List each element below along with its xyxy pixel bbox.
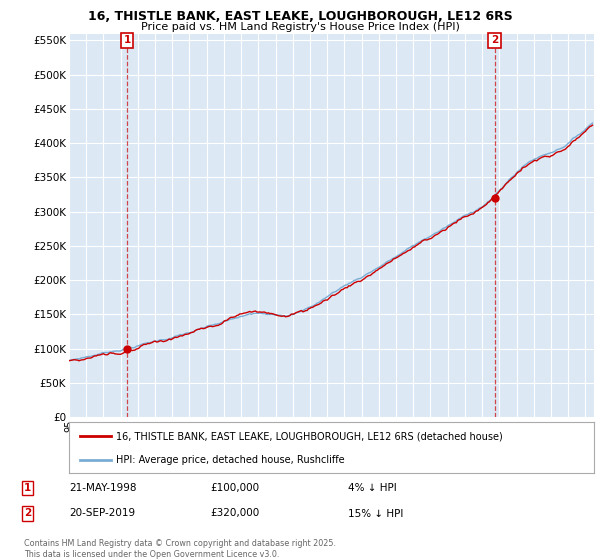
Text: HPI: Average price, detached house, Rushcliffe: HPI: Average price, detached house, Rush… xyxy=(116,455,345,465)
Text: 1: 1 xyxy=(24,483,31,493)
Text: Price paid vs. HM Land Registry's House Price Index (HPI): Price paid vs. HM Land Registry's House … xyxy=(140,22,460,32)
Text: 4% ↓ HPI: 4% ↓ HPI xyxy=(348,483,397,493)
Text: 21-MAY-1998: 21-MAY-1998 xyxy=(69,483,137,493)
Text: 20-SEP-2019: 20-SEP-2019 xyxy=(69,508,135,519)
Text: £320,000: £320,000 xyxy=(210,508,259,519)
Text: 16, THISTLE BANK, EAST LEAKE, LOUGHBOROUGH, LE12 6RS (detached house): 16, THISTLE BANK, EAST LEAKE, LOUGHBOROU… xyxy=(116,431,503,441)
Text: £100,000: £100,000 xyxy=(210,483,259,493)
Text: 2: 2 xyxy=(24,508,31,519)
Text: 2: 2 xyxy=(491,35,498,45)
Text: 15% ↓ HPI: 15% ↓ HPI xyxy=(348,508,403,519)
Text: 16, THISTLE BANK, EAST LEAKE, LOUGHBOROUGH, LE12 6RS: 16, THISTLE BANK, EAST LEAKE, LOUGHBOROU… xyxy=(88,10,512,23)
Text: 1: 1 xyxy=(124,35,131,45)
Text: Contains HM Land Registry data © Crown copyright and database right 2025.
This d: Contains HM Land Registry data © Crown c… xyxy=(24,539,336,559)
